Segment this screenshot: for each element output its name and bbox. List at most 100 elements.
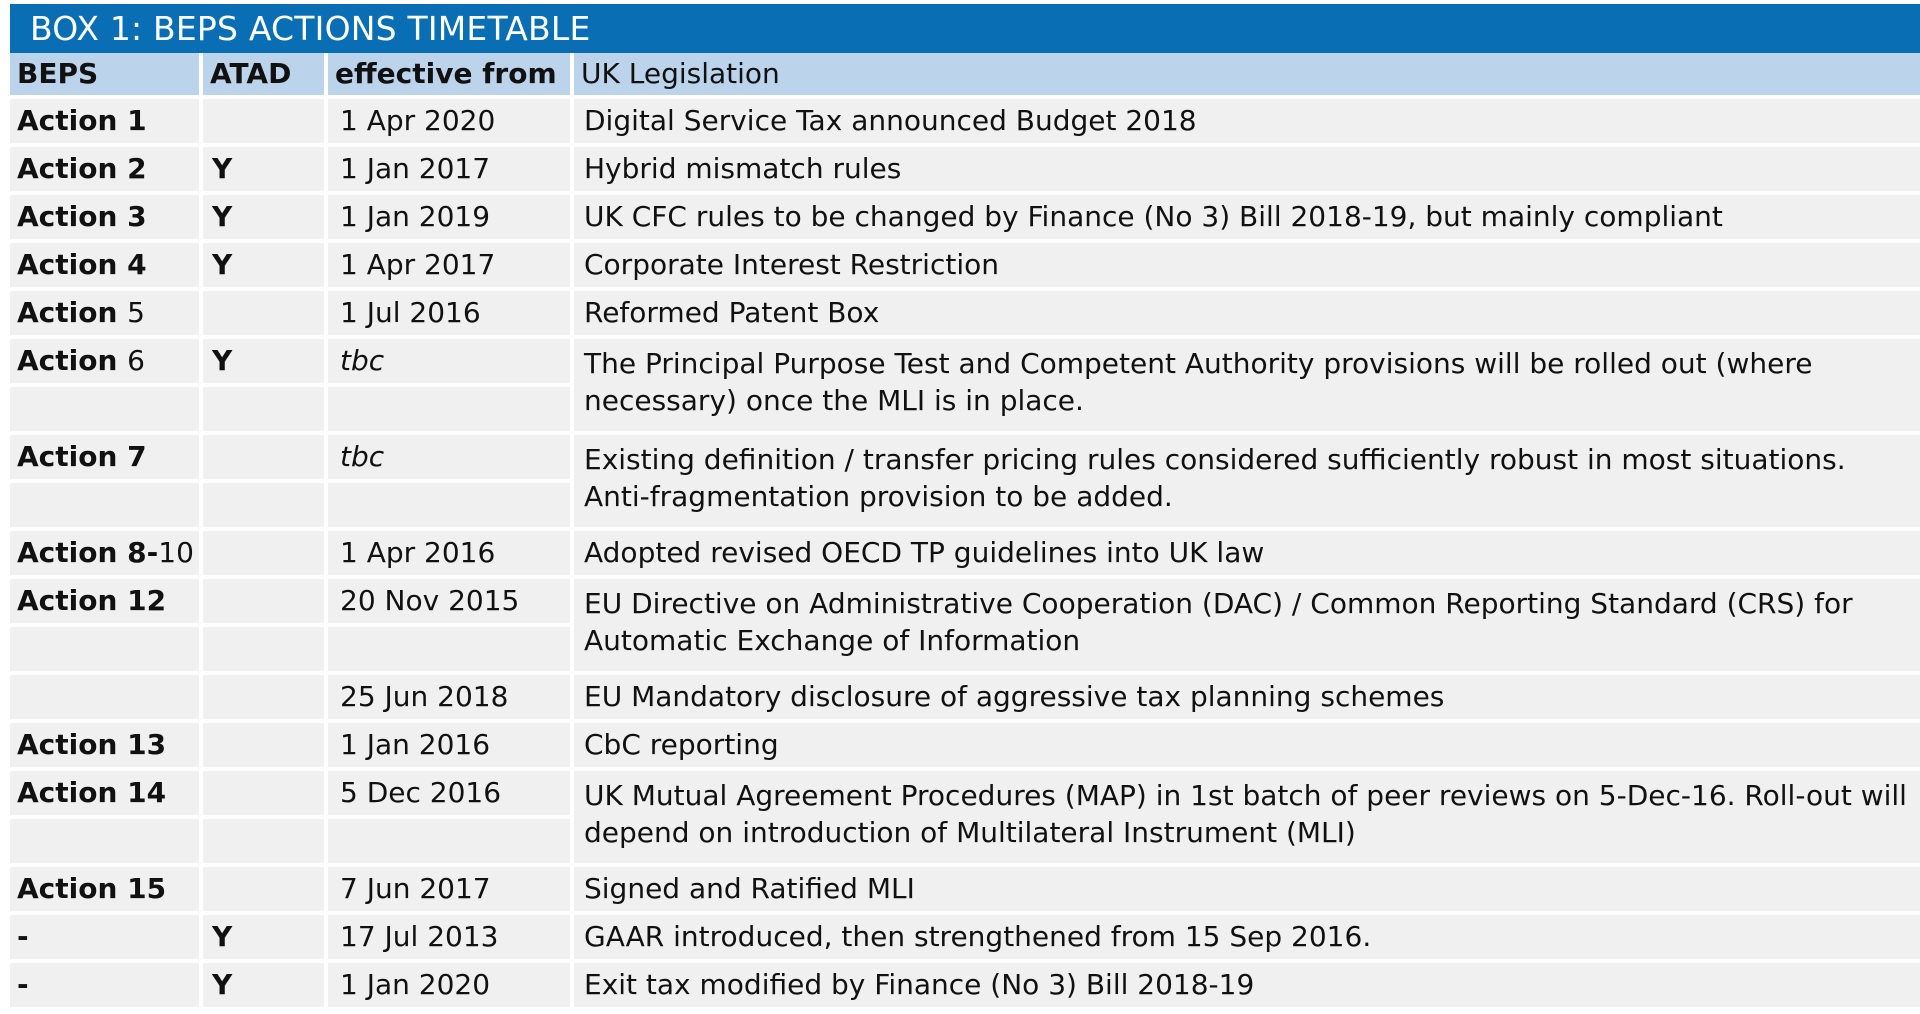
uk-legislation-cell: Hybrid mismatch rules [574,147,1920,191]
column-header-uk-legislation: UK Legislation [574,53,1920,95]
beps-cell: Action 5 [10,291,199,335]
beps-label-bold: Action 8- [17,536,159,569]
effective-from-cell: 1 Apr 2017 [328,243,570,287]
beps-label: Action 14 [10,771,199,815]
effective-from-cell-continuation [328,627,570,671]
atad-cell [203,531,324,575]
atad-cell-continuation [203,627,324,671]
effective-from-cell: 1 Jul 2016 [328,291,570,335]
uk-legislation-cell: GAAR introduced, then strengthened from … [574,915,1920,959]
beps-cell [10,675,199,719]
uk-legislation-cell: EU Directive on Administrative Cooperati… [574,579,1920,671]
beps-timetable-box: BOX 1: BEPS ACTIONS TIMETABLE BEPS ATAD … [10,4,1920,1010]
atad-value: Y [203,339,324,383]
atad-cell [203,291,324,335]
uk-legislation-cell: The Principal Purpose Test and Competent… [574,339,1920,431]
beps-label-bold: Action 3 [17,200,147,233]
effective-from-cell: 1 Jan 2019 [328,195,570,239]
effective-from-cell: 20 Nov 2015 [328,579,570,671]
uk-legislation-cell: Existing definition / transfer pricing r… [574,435,1920,527]
uk-legislation-cell: Adopted revised OECD TP guidelines into … [574,531,1920,575]
atad-cell [203,99,324,143]
atad-cell [203,579,324,671]
beps-cell: Action 4 [10,243,199,287]
beps-cell: Action 3 [10,195,199,239]
beps-label-bold: Action 15 [17,872,167,905]
beps-label-number: 6 [127,344,145,377]
beps-label-bold: Action [17,296,128,329]
effective-from-cell: tbc [328,339,570,431]
beps-cell: Action 15 [10,867,199,911]
effective-from-cell: tbc [328,435,570,527]
beps-label-bold: Action 4 [17,248,147,281]
beps-label-bold: Action 14 [17,776,167,809]
atad-cell-continuation [203,387,324,431]
beps-label-bold: Action 12 [17,584,167,617]
effective-from-cell: 1 Jan 2016 [328,723,570,767]
effective-from-cell-continuation [328,819,570,863]
atad-cell [203,435,324,527]
atad-cell [203,675,324,719]
beps-cell-continuation [10,483,199,527]
beps-label: Action 12 [10,579,199,623]
beps-cell-continuation [10,387,199,431]
atad-value [203,771,324,815]
effective-from-cell: 17 Jul 2013 [328,915,570,959]
beps-label-number: 5 [127,296,145,329]
beps-label-bold: Action 2 [17,152,147,185]
effective-from-value: 20 Nov 2015 [328,579,570,623]
beps-cell-continuation [10,819,199,863]
atad-cell: Y [203,915,324,959]
beps-label-bold: Action 7 [17,440,147,473]
beps-cell: Action 14 [10,771,199,863]
beps-cell: - [10,963,199,1007]
atad-cell: Y [203,243,324,287]
beps-cell: Action 1 [10,99,199,143]
uk-legislation-cell: Signed and Ratified MLI [574,867,1920,911]
uk-legislation-cell: Reformed Patent Box [574,291,1920,335]
effective-from-cell: 25 Jun 2018 [328,675,570,719]
atad-cell: Y [203,147,324,191]
effective-from-cell: 1 Jan 2017 [328,147,570,191]
effective-from-cell-continuation [328,483,570,527]
uk-legislation-cell: Digital Service Tax announced Budget 201… [574,99,1920,143]
box-title: BOX 1: BEPS ACTIONS TIMETABLE [10,4,1920,53]
beps-cell: Action 7 [10,435,199,527]
uk-legislation-cell: CbC reporting [574,723,1920,767]
column-header-effective-from: effective from [328,53,570,95]
atad-cell [203,723,324,767]
timetable-table: BEPS ATAD effective from UK Legislation … [10,53,1920,1007]
uk-legislation-cell: Corporate Interest Restriction [574,243,1920,287]
uk-legislation-cell: UK CFC rules to be changed by Finance (N… [574,195,1920,239]
atad-cell: Y [203,195,324,239]
beps-label-bold: Action 1 [17,104,147,137]
uk-legislation-cell: Exit tax modified by Finance (No 3) Bill… [574,963,1920,1007]
effective-from-cell: 1 Jan 2020 [328,963,570,1007]
atad-cell [203,867,324,911]
effective-from-value: 5 Dec 2016 [328,771,570,815]
atad-value [203,435,324,479]
effective-from-value: tbc [328,435,570,479]
beps-label: Action 7 [10,435,199,479]
beps-label-bold: - [17,920,29,953]
atad-cell-continuation [203,483,324,527]
beps-label: Action 6 [10,339,199,383]
beps-cell: - [10,915,199,959]
beps-label-bold: - [17,968,29,1001]
beps-cell: Action 6 [10,339,199,431]
effective-from-value: tbc [328,339,570,383]
effective-from-cell: 5 Dec 2016 [328,771,570,863]
atad-value [203,579,324,623]
beps-label-number: 10 [158,536,194,569]
beps-cell: Action 12 [10,579,199,671]
beps-cell: Action 8-10 [10,531,199,575]
beps-cell: Action 13 [10,723,199,767]
atad-cell [203,771,324,863]
effective-from-cell: 7 Jun 2017 [328,867,570,911]
uk-legislation-cell: UK Mutual Agreement Procedures (MAP) in … [574,771,1920,863]
column-header-atad: ATAD [203,53,324,95]
effective-from-cell-continuation [328,387,570,431]
beps-cell: Action 2 [10,147,199,191]
effective-from-cell: 1 Apr 2020 [328,99,570,143]
column-header-beps: BEPS [10,53,199,95]
